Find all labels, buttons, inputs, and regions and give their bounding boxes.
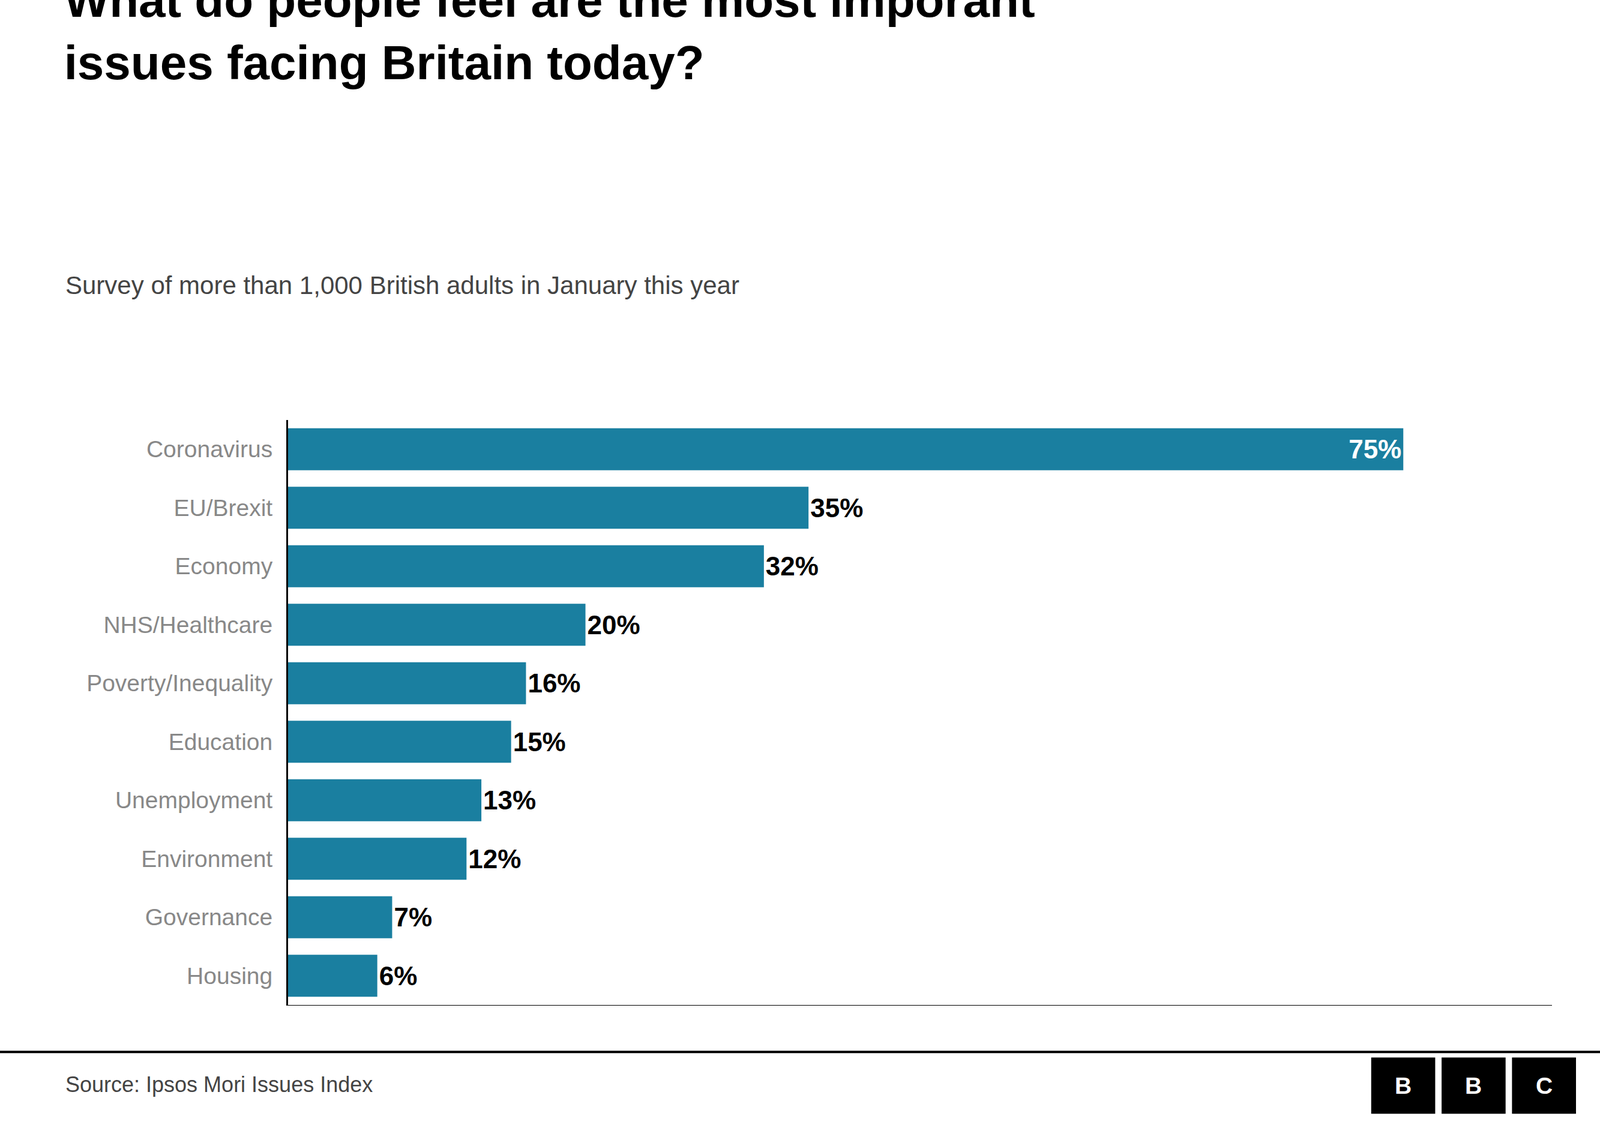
svg-text:EU/Brexit: EU/Brexit [173,495,273,521]
svg-text:Governance: Governance [145,904,273,931]
svg-text:35%: 35% [810,493,864,523]
svg-text:C: C [1535,1073,1553,1099]
svg-text:6%: 6% [379,961,418,991]
svg-text:B: B [1394,1073,1412,1099]
svg-text:Survey of more than 1,000 Brit: Survey of more than 1,000 British adults… [65,271,740,300]
svg-text:B: B [1464,1073,1482,1099]
svg-text:16%: 16% [527,668,581,698]
svg-text:Housing: Housing [186,963,273,990]
svg-text:NHS/Healthcare: NHS/Healthcare [103,612,273,638]
svg-text:Coronavirus: Coronavirus [146,436,273,463]
svg-text:Environment: Environment [141,846,273,873]
svg-text:32%: 32% [765,551,819,581]
svg-text:Education: Education [168,729,273,755]
svg-text:75%: 75% [1348,434,1402,464]
svg-text:20%: 20% [587,610,641,640]
svg-text:Source: Ipsos Mori Issues Inde: Source: Ipsos Mori Issues Index [65,1072,373,1098]
svg-text:12%: 12% [468,844,521,874]
svg-text:15%: 15% [513,727,566,757]
svg-text:Unemployment: Unemployment [115,787,273,814]
svg-text:13%: 13% [483,785,536,816]
svg-text:Economy: Economy [175,553,274,580]
svg-text:7%: 7% [393,902,433,933]
svg-text:Poverty/Inequality: Poverty/Inequality [86,670,274,697]
svg-text:What do people feel are the mo: What do people feel are the most imporan… [64,0,1036,90]
